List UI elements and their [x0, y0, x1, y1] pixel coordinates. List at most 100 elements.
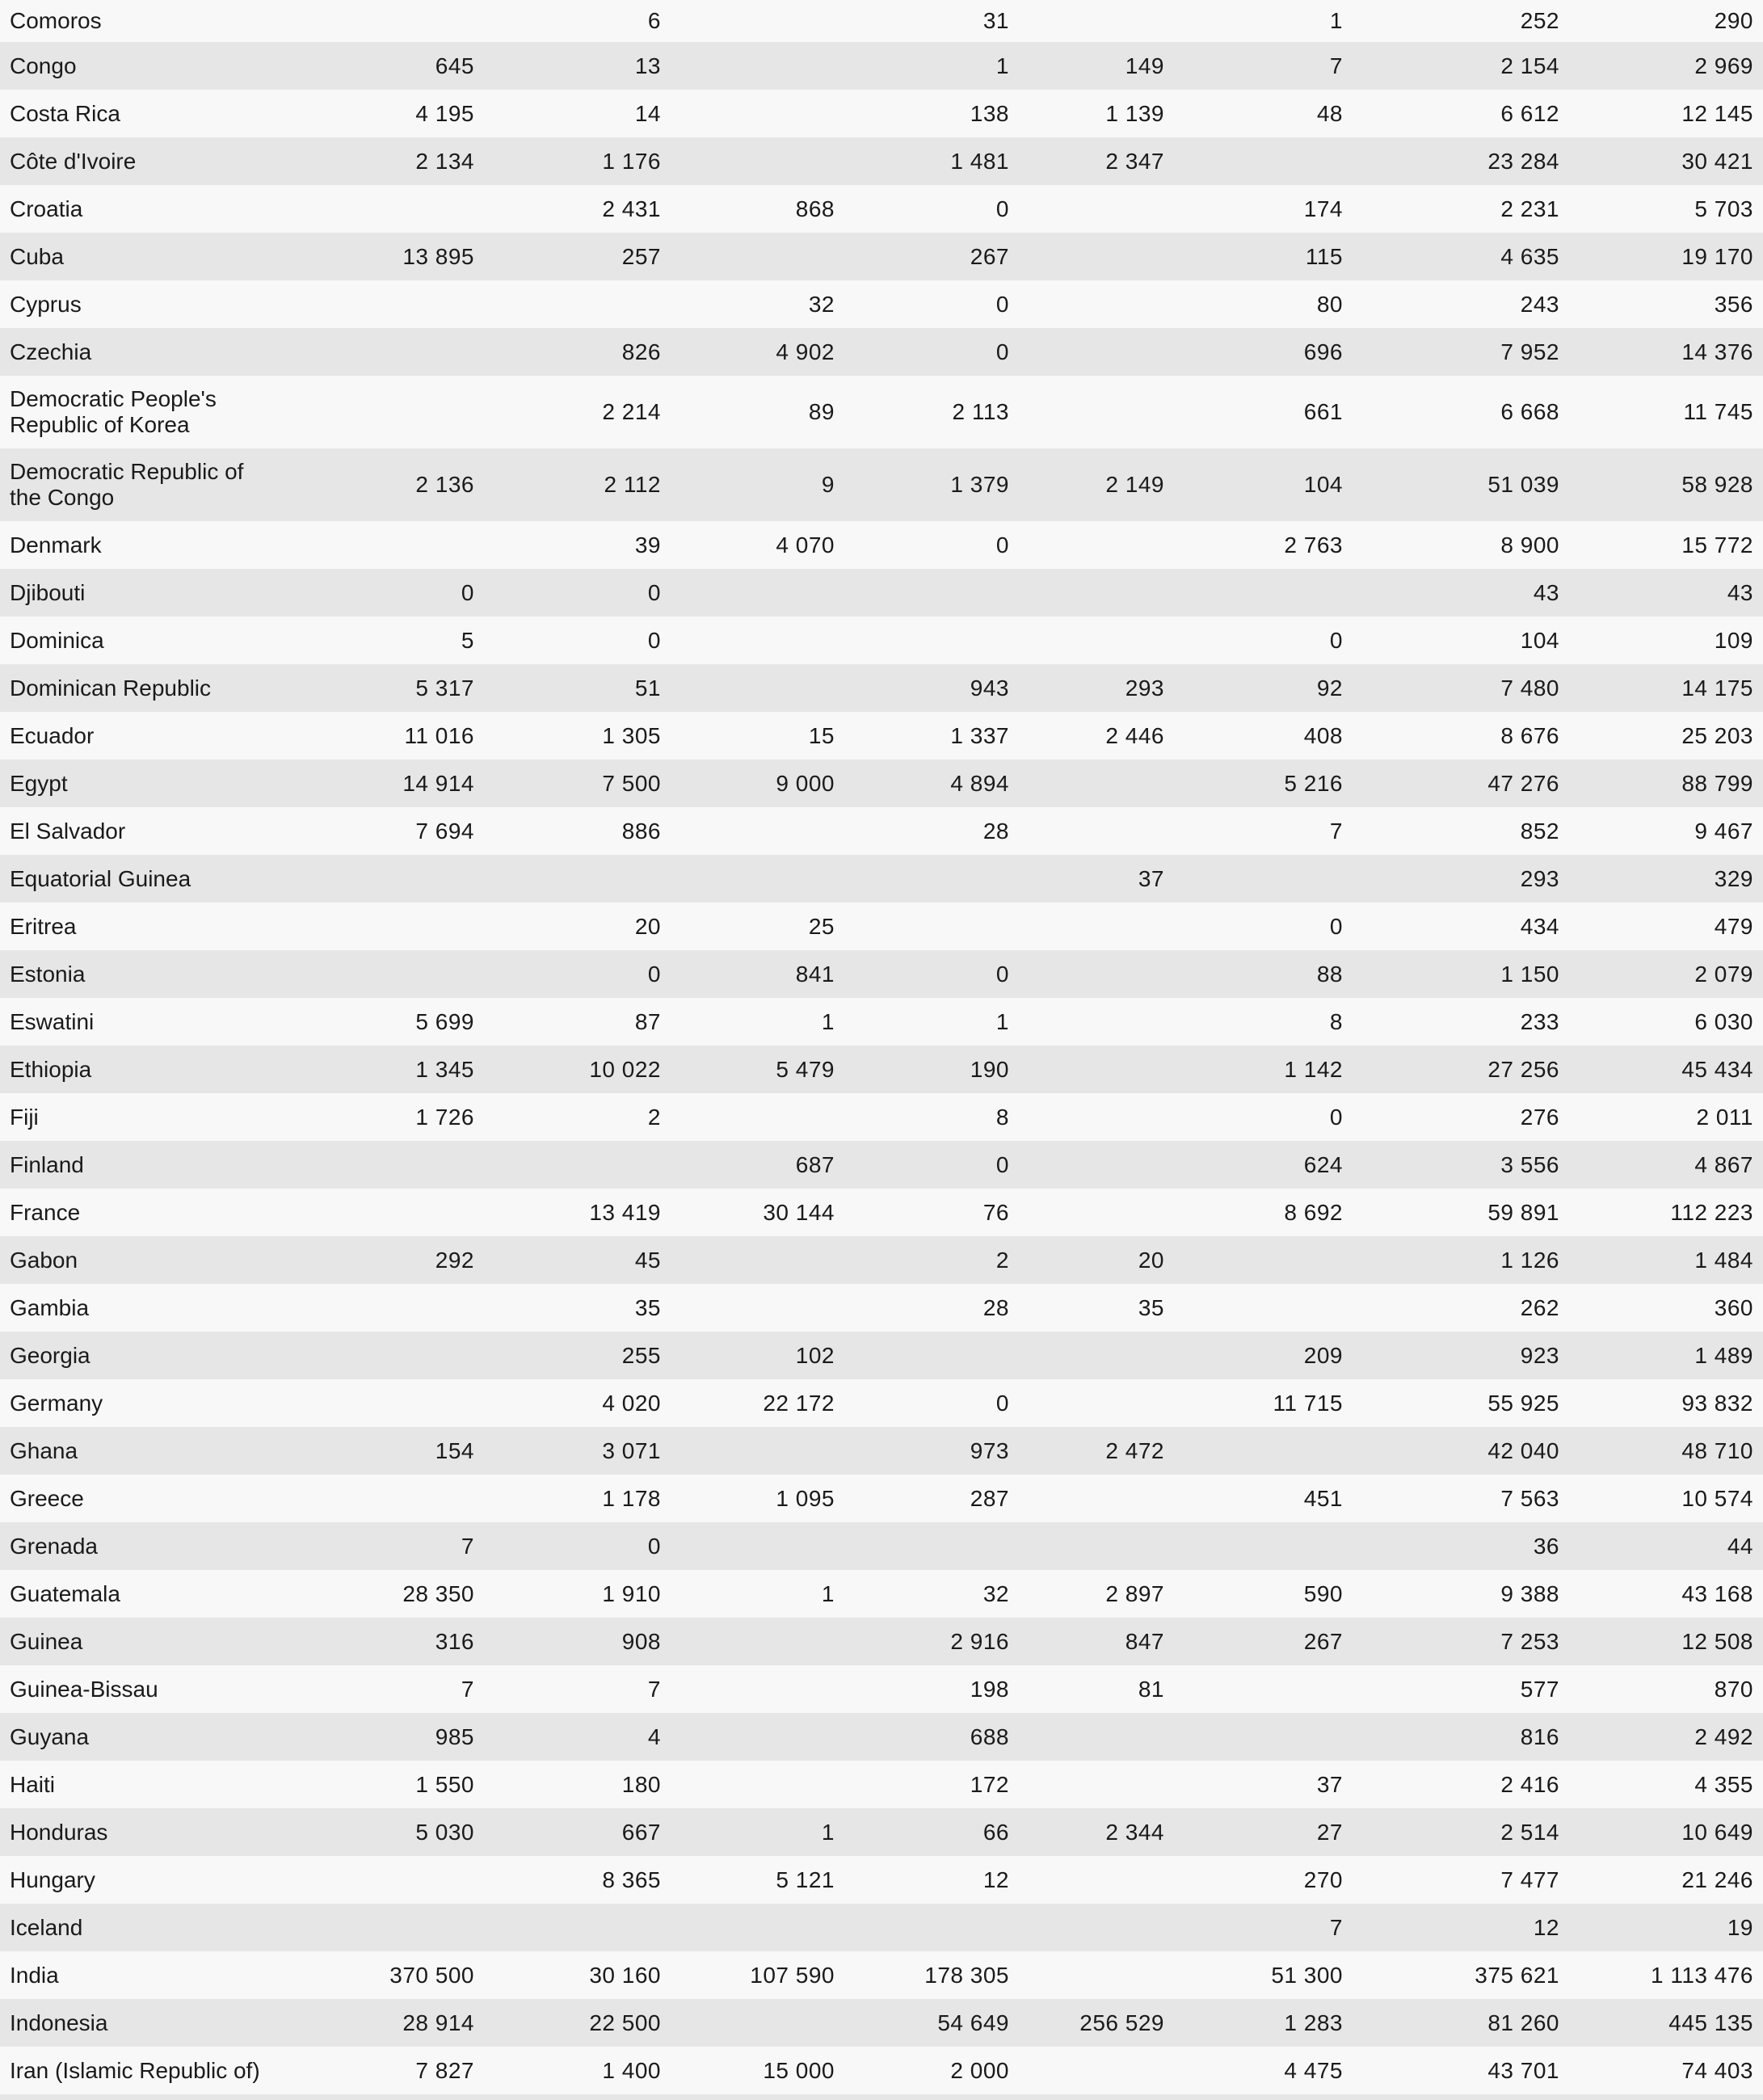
- value-cell: 2 112: [604, 472, 661, 498]
- country-name: Ethiopia: [10, 1056, 92, 1082]
- country-name: Eritrea: [10, 913, 77, 939]
- value-cell: 6 612: [1500, 100, 1559, 126]
- country-name: France: [10, 1199, 81, 1225]
- value-cell: 2 136: [415, 472, 474, 498]
- country-name: Hungary: [10, 1866, 95, 1892]
- value-cell: 7 477: [1500, 1866, 1559, 1892]
- country-name: Ghana: [10, 1437, 78, 1463]
- value-cell: 2 214: [602, 399, 661, 425]
- value-cell: 0: [461, 579, 474, 605]
- value-cell: 7: [461, 1533, 474, 1559]
- value-cell: 1 178: [602, 1485, 661, 1511]
- country-name: Haiti: [10, 1771, 56, 1797]
- country-name-cell: Grenada: [10, 1534, 356, 1559]
- value-cell: 1 484: [1694, 1247, 1753, 1273]
- value-cell: 316: [435, 1628, 474, 1654]
- value-cell: 2 154: [1500, 53, 1559, 78]
- country-name: Iran (Islamic Republic of): [10, 2057, 260, 2083]
- value-cell: 0: [647, 1533, 661, 1559]
- value-cell: 290: [1714, 8, 1753, 34]
- value-cell: 375 621: [1475, 1962, 1559, 1988]
- value-cell: 7 694: [415, 818, 474, 844]
- value-cell: 22 500: [589, 2010, 661, 2035]
- value-cell: 287: [970, 1485, 1009, 1511]
- table-row: Congo 645 13 1 149 7 2 154 2 969: [0, 42, 1763, 90]
- value-cell: 43: [1533, 579, 1559, 605]
- value-cell: 11 715: [1273, 1390, 1343, 1416]
- table-row: Greece 1 178 1 095 287 451 7 563 10 574: [0, 1475, 1763, 1522]
- value-cell: 292: [435, 1247, 474, 1273]
- country-name: El Salvador: [10, 818, 126, 844]
- value-cell: 816: [1520, 1723, 1559, 1749]
- table-row: Gabon 292 45 2 20 1 126 1 484: [0, 1236, 1763, 1284]
- value-cell: 10 649: [1681, 1819, 1753, 1845]
- value-cell: 5 699: [415, 1008, 474, 1034]
- value-cell: 356: [1714, 291, 1753, 317]
- country-name-cell: Ghana: [10, 1438, 356, 1464]
- value-cell: 104: [1520, 627, 1559, 653]
- value-cell: 43: [1727, 579, 1753, 605]
- country-name-cell: El Salvador: [10, 819, 356, 844]
- table-row: Democratic Republic of the Congo 2 136 2 1…: [0, 448, 1763, 521]
- country-name-cell: Fiji: [10, 1105, 356, 1130]
- value-cell: 37: [1316, 1771, 1343, 1797]
- value-cell: 9 388: [1500, 1580, 1559, 1606]
- value-cell: 4 070: [776, 532, 835, 558]
- value-cell: 6 668: [1500, 399, 1559, 425]
- country-name-cell: Indonesia: [10, 2010, 356, 2036]
- value-cell: 14 376: [1681, 339, 1753, 364]
- country-name-cell: Honduras: [10, 1820, 356, 1845]
- value-cell: 1 095: [776, 1485, 835, 1511]
- value-cell: 1 379: [950, 472, 1009, 498]
- table-row: Finland 687 0 624 3 556 4 867: [0, 1141, 1763, 1189]
- value-cell: 577: [1520, 1676, 1559, 1702]
- value-cell: 27: [1316, 1819, 1343, 1845]
- country-name: Congo: [10, 53, 77, 78]
- country-name-cell: Ecuador: [10, 723, 356, 749]
- country-name: Greece: [10, 1485, 84, 1511]
- value-cell: 886: [621, 818, 661, 844]
- value-cell: 293: [1520, 865, 1559, 891]
- value-cell: 109: [1714, 627, 1753, 653]
- table-row: Denmark 39 4 070 0 2 763 8 900 15 772: [0, 521, 1763, 569]
- value-cell: 7 563: [1500, 1485, 1559, 1511]
- value-cell: 2 916: [950, 1628, 1009, 1654]
- value-cell: 43 168: [1681, 1580, 1753, 1606]
- table-row: Ethiopia 1 345 10 022 5 479 190 1 142 27 256 45…: [0, 1046, 1763, 1093]
- value-cell: 88 799: [1681, 770, 1753, 796]
- value-cell: 370 500: [389, 1962, 474, 1988]
- value-cell: 7 952: [1500, 339, 1559, 364]
- value-cell: 360: [1714, 1294, 1753, 1320]
- value-cell: 2 472: [1105, 1437, 1164, 1463]
- value-cell: 19 170: [1681, 243, 1753, 269]
- value-cell: 2 134: [415, 148, 474, 174]
- country-name-cell: Croatia: [10, 196, 356, 222]
- value-cell: 2 149: [1105, 472, 1164, 498]
- country-name-cell: Guinea: [10, 1629, 356, 1655]
- value-cell: 4 867: [1694, 1151, 1753, 1177]
- country-name-cell: Guinea-Bissau: [10, 1677, 356, 1702]
- value-cell: 2 231: [1500, 196, 1559, 221]
- value-cell: 2 763: [1284, 532, 1343, 558]
- value-cell: 7: [1329, 818, 1343, 844]
- table-row: Dominican Republic 5 317 51 943 293 92 7 480 14…: [0, 664, 1763, 712]
- value-cell: 14 175: [1681, 675, 1753, 701]
- value-cell: 104: [1303, 472, 1343, 498]
- value-cell: 76: [982, 1199, 1009, 1225]
- value-cell: 4 020: [602, 1390, 661, 1416]
- value-cell: 696: [1303, 339, 1343, 364]
- country-name-cell: Djibouti: [10, 580, 356, 606]
- country-name: Indonesia: [10, 2010, 108, 2035]
- value-cell: 88: [1316, 961, 1343, 987]
- value-cell: 1 726: [415, 1104, 474, 1130]
- country-name: Comoros: [10, 8, 102, 34]
- table-row: Croatia 2 431 868 0 174 2 231 5 703: [0, 185, 1763, 233]
- value-cell: 0: [647, 627, 661, 653]
- country-name-cell: Ethiopia: [10, 1057, 356, 1083]
- value-cell: 1 139: [1105, 100, 1164, 126]
- country-name-cell: Democratic Republic of the Congo: [10, 459, 356, 511]
- value-cell: 15 772: [1681, 532, 1753, 558]
- value-cell: 2 416: [1500, 1771, 1559, 1797]
- value-cell: 30 144: [763, 1199, 835, 1225]
